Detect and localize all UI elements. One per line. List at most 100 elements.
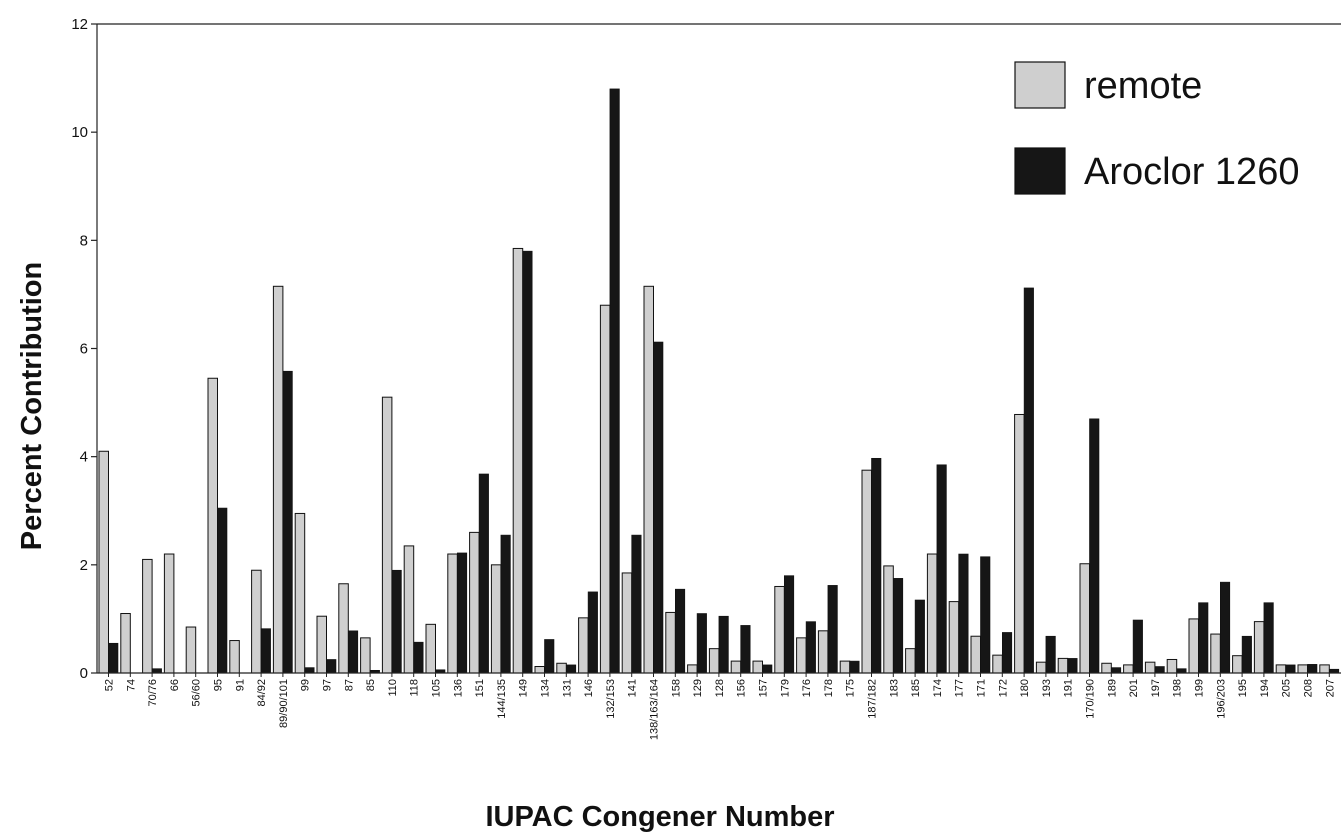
bar-remote [360, 637, 371, 674]
bar-remote [1253, 621, 1265, 674]
bar-aroclor-1260 [282, 370, 293, 674]
y-tick-label: 10 [71, 124, 88, 141]
bar-remote [992, 654, 1003, 674]
bar-aroclor-1260 [413, 641, 424, 674]
x-category-label: 205 [1281, 679, 1293, 697]
x-category-label: 128 [714, 679, 726, 697]
x-category-label: 185 [910, 679, 922, 697]
x-category-label: 208 [1303, 679, 1315, 697]
bar-remote [1275, 664, 1287, 674]
bar-remote [926, 553, 938, 674]
bar-aroclor-1260 [1176, 668, 1187, 674]
x-category-label: 194 [1259, 679, 1271, 697]
bar-aroclor-1260 [304, 667, 315, 674]
bar-remote [163, 553, 175, 674]
bar-aroclor-1260 [1045, 635, 1056, 674]
x-category-label: 189 [1106, 679, 1118, 697]
legend-swatch-remote [1014, 61, 1066, 109]
bar-remote [207, 377, 218, 674]
bar-remote [142, 558, 153, 674]
bar-remote [98, 450, 109, 674]
bar-aroclor-1260 [718, 615, 729, 674]
x-category-label: 178 [823, 679, 835, 697]
x-category-label: 138/163/164 [649, 679, 661, 740]
bar-remote [665, 611, 676, 674]
bar-aroclor-1260 [1285, 664, 1296, 674]
x-category-label: 84/92 [256, 679, 268, 707]
bar-remote [578, 617, 589, 674]
bar-aroclor-1260 [653, 341, 664, 674]
x-category-label: 134 [540, 679, 552, 697]
y-tick-label: 12 [71, 16, 88, 33]
x-category-label: 95 [213, 679, 225, 691]
x-category-label: 151 [474, 679, 486, 697]
bar-remote [403, 545, 415, 674]
bar-remote [381, 396, 393, 674]
bar-aroclor-1260 [326, 659, 337, 674]
x-category-label: 191 [1063, 679, 1075, 697]
y-axis-ticks: 0 2 4 6 8 10 12 [71, 16, 97, 682]
x-axis-title: IUPAC Congener Number [485, 801, 834, 833]
bar-aroclor-1260 [1001, 632, 1013, 674]
x-category-label: 110 [387, 679, 399, 697]
y-tick-label: 8 [80, 232, 88, 249]
bar-aroclor-1260 [1089, 418, 1100, 674]
bar-aroclor-1260 [1263, 602, 1274, 674]
bar-remote [1057, 657, 1069, 674]
bars [98, 88, 1340, 674]
x-category-label: 91 [234, 679, 246, 691]
x-category-label: 87 [343, 679, 355, 691]
x-category-label: 97 [322, 679, 334, 691]
x-category-label: 141 [627, 679, 639, 697]
bar-aroclor-1260 [783, 575, 795, 674]
bar-remote [1319, 664, 1330, 674]
bar-remote [948, 601, 960, 674]
bar-aroclor-1260 [1067, 658, 1078, 674]
bar-aroclor-1260 [544, 639, 555, 674]
bar-aroclor-1260 [674, 588, 686, 674]
bar-remote [120, 613, 131, 674]
x-category-label: 183 [888, 679, 900, 697]
bar-remote [1144, 661, 1156, 674]
bar-remote [730, 660, 742, 674]
bar-remote [1166, 658, 1178, 674]
x-category-label: 131 [561, 679, 573, 697]
x-category-label: 174 [932, 679, 944, 697]
x-category-label: 132/153 [605, 679, 617, 719]
bar-aroclor-1260 [849, 660, 860, 674]
x-axis-category-labels: 52 74 70/76 66 56/60 95 91 84/92 89/90/101 99 97 87… [104, 673, 1336, 740]
bar-aroclor-1260 [151, 668, 162, 674]
bar-aroclor-1260 [892, 578, 904, 674]
bar-remote [556, 662, 567, 674]
x-category-label: 175 [845, 679, 857, 697]
x-category-label: 99 [300, 679, 312, 691]
bar-remote [774, 585, 785, 674]
bar-remote [1297, 664, 1308, 674]
x-category-label: 158 [670, 679, 682, 697]
bar-remote [469, 531, 480, 674]
x-category-label: 207 [1324, 679, 1336, 697]
bar-aroclor-1260 [565, 664, 577, 674]
bar-remote [272, 285, 284, 674]
bar-aroclor-1260 [478, 473, 489, 674]
bar-remote [861, 469, 872, 674]
bar-aroclor-1260 [500, 534, 511, 674]
bar-remote [251, 569, 262, 674]
bar-aroclor-1260 [980, 556, 991, 674]
y-tick-label: 2 [80, 557, 88, 574]
bar-aroclor-1260 [914, 599, 925, 674]
x-category-label: 198 [1172, 679, 1184, 697]
bar-remote [599, 304, 611, 674]
bar-remote [708, 648, 720, 674]
bar-remote [425, 623, 436, 674]
bar-aroclor-1260 [740, 625, 751, 674]
x-category-label: 56/60 [191, 679, 203, 707]
x-category-label: 136 [452, 679, 464, 697]
legend: remote Aroclor 1260 [1014, 61, 1299, 195]
x-category-label: 89/90/101 [278, 679, 290, 728]
x-category-label: 157 [758, 679, 770, 697]
bar-remote [1210, 633, 1221, 674]
x-category-label: 70/76 [147, 679, 159, 707]
bar-aroclor-1260 [1241, 635, 1252, 674]
